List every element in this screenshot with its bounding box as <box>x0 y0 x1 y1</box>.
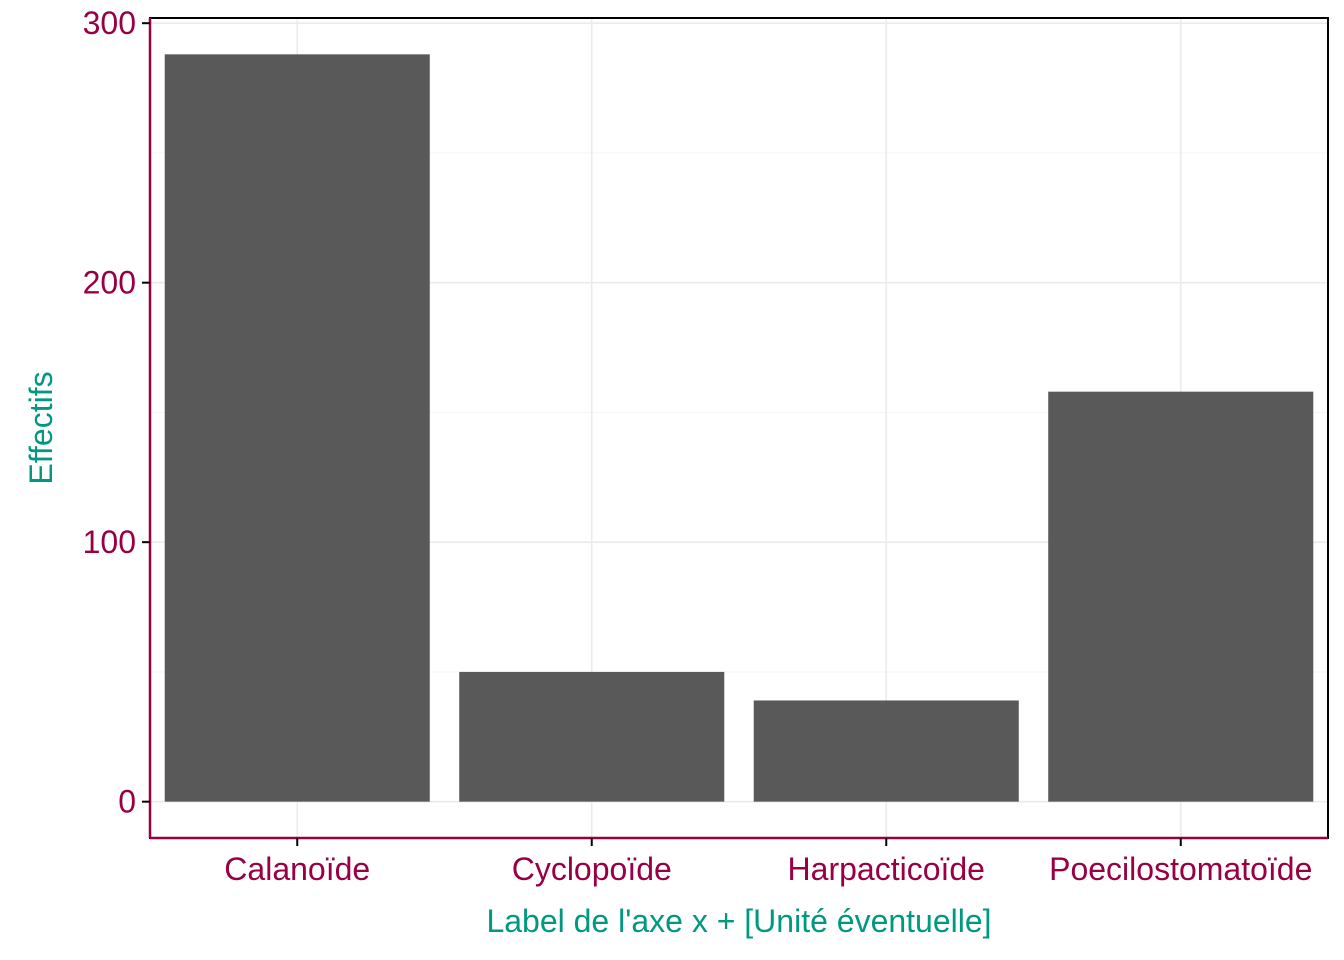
x-tick-label: Poecilostomatoïde <box>1049 851 1312 887</box>
x-ticks: Calanoïde Cyclopoïde Harpacticoïde Poecilos… <box>224 838 1312 887</box>
y-tick-label: 100 <box>83 524 136 560</box>
x-tick-label: Cyclopoïde <box>512 851 672 887</box>
y-tick-label: 0 <box>118 784 136 820</box>
y-axis-title: Effectifs <box>23 371 59 484</box>
x-tick-label: Harpacticoïde <box>788 851 985 887</box>
bar <box>1048 391 1314 802</box>
bars <box>164 54 1314 802</box>
x-axis-title: Label de l'axe x + [Unité éventuelle] <box>486 903 991 939</box>
bar <box>753 700 1019 802</box>
axis-lines <box>148 18 1328 840</box>
x-tick-label: Calanoïde <box>224 851 370 887</box>
y-tick-label: 300 <box>83 5 136 41</box>
y-ticks: 0 100 200 300 <box>83 5 150 820</box>
bar <box>164 54 430 802</box>
y-tick-label: 200 <box>83 265 136 301</box>
bar <box>459 671 725 802</box>
